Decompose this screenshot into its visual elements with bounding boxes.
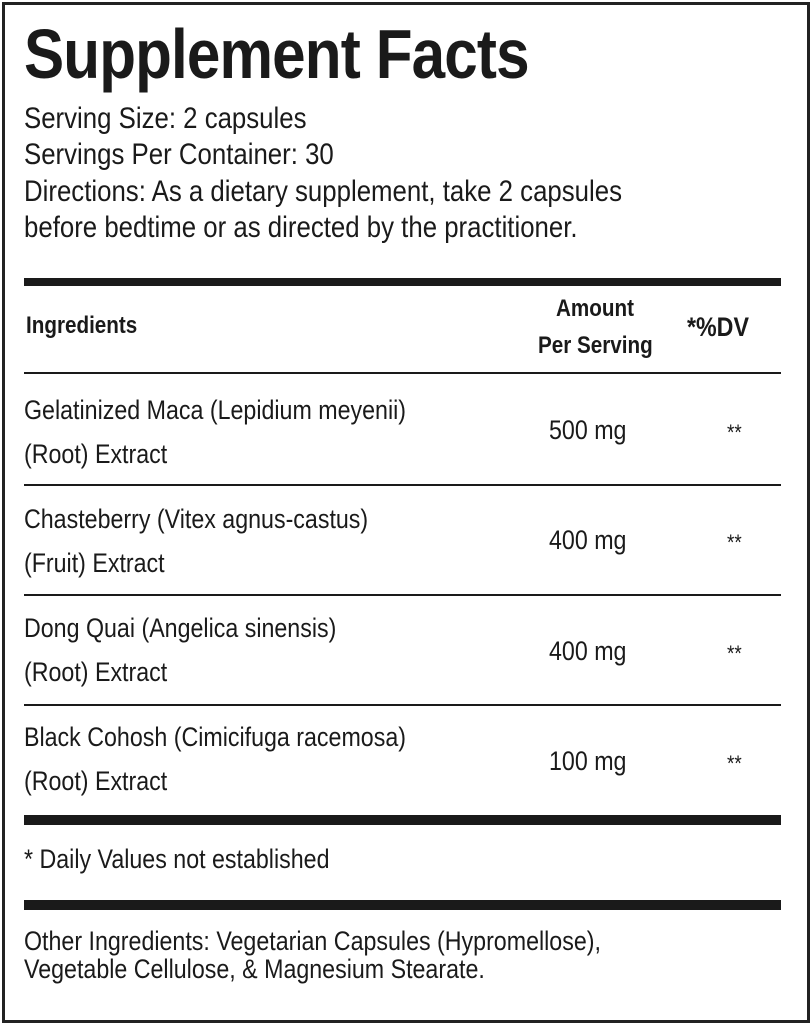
ingredient-dv: ** xyxy=(727,530,744,556)
ingredient-dv: ** xyxy=(727,751,744,777)
footnote-text: * Daily Values not established xyxy=(24,844,330,874)
title-text: Supplement Facts xyxy=(24,15,530,93)
amount-text: 400 mg xyxy=(549,636,627,666)
servings-text: Servings Per Container: 30 xyxy=(24,138,334,171)
row-divider xyxy=(24,594,781,596)
directions-line-1: Directions: As a dietary supplement, tak… xyxy=(24,175,719,209)
directions-text-2: before bedtime or as directed by the pra… xyxy=(24,211,578,244)
ingredient-amount: 400 mg xyxy=(549,636,639,667)
ingredient-name-1: Gelatinized Maca (Lepidium meyenii) xyxy=(24,395,407,425)
ingredient-dv: ** xyxy=(727,641,744,667)
ingredient-name-2: (Root) Extract xyxy=(24,439,168,469)
serving-size: Serving Size: 2 capsules xyxy=(24,102,353,136)
footnote: * Daily Values not established xyxy=(24,844,379,875)
other-ingredients: Other Ingredients: Vegetarian Capsules (… xyxy=(24,927,695,983)
ingredient-amount: 100 mg xyxy=(549,746,639,777)
ingredient-name-1: Dong Quai (Angelica sinensis) xyxy=(24,613,337,643)
ingredient-name-1: Black Cohosh (Cimicifuga racemosa) xyxy=(24,722,406,752)
dv-text: ** xyxy=(727,530,742,555)
directions-line-2: before bedtime or as directed by the pra… xyxy=(24,211,668,245)
row-divider xyxy=(24,484,781,486)
other-ingredients-text-2: Vegetable Cellulose, & Magnesium Stearat… xyxy=(24,954,485,984)
header-ingredients: Ingredients xyxy=(26,312,155,340)
ingredient-dv: ** xyxy=(727,420,744,446)
header-ingredients-text: Ingredients xyxy=(26,312,138,339)
table-row: Black Cohosh (Cimicifuga racemosa) (Root… xyxy=(24,715,468,803)
table-row: Gelatinized Maca (Lepidium meyenii) (Roo… xyxy=(24,388,468,476)
directions-text-1: Directions: As a dietary supplement, tak… xyxy=(24,175,623,208)
ingredient-amount: 500 mg xyxy=(549,415,639,446)
ingredient-name-1: Chasteberry (Vitex agnus-castus) xyxy=(24,504,369,534)
dv-text: ** xyxy=(727,420,742,445)
divider-header xyxy=(24,372,781,374)
row-divider xyxy=(24,704,781,706)
ingredient-name-2: (Root) Extract xyxy=(24,766,168,796)
table-row: Chasteberry (Vitex agnus-castus) (Fruit)… xyxy=(24,497,424,585)
dv-text: ** xyxy=(727,641,742,666)
amount-text: 400 mg xyxy=(549,525,627,555)
amount-text: 100 mg xyxy=(549,746,627,776)
ingredient-name-2: (Root) Extract xyxy=(24,657,168,687)
header-amount-1: Amount xyxy=(556,295,647,323)
divider-thick xyxy=(24,900,781,910)
amount-text: 500 mg xyxy=(549,415,627,445)
divider-thick xyxy=(24,815,781,825)
page-title: Supplement Facts xyxy=(24,14,611,94)
header-dv-text: *%DV xyxy=(687,312,749,342)
ingredient-amount: 400 mg xyxy=(549,525,639,556)
header-amount-text-2: Per Serving xyxy=(538,332,653,359)
ingredient-name-2: (Fruit) Extract xyxy=(24,548,165,578)
serving-size-text: Serving Size: 2 capsules xyxy=(24,102,307,135)
other-ingredients-text-1: Other Ingredients: Vegetarian Capsules (… xyxy=(24,926,601,956)
header-amount-text-1: Amount xyxy=(556,295,634,322)
header-dv: *%DV xyxy=(687,312,759,343)
table-row: Dong Quai (Angelica sinensis) (Root) Ext… xyxy=(24,606,387,694)
header-amount-2: Per Serving xyxy=(538,332,671,360)
dv-text: ** xyxy=(727,751,742,776)
divider-thick xyxy=(24,278,781,286)
servings-per-container: Servings Per Container: 30 xyxy=(24,138,384,172)
